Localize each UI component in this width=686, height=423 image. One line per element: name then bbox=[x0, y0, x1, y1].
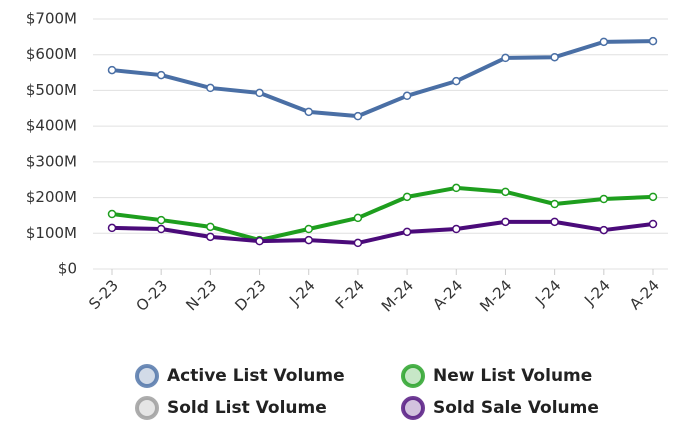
data-point bbox=[156, 215, 166, 225]
data-point bbox=[107, 209, 117, 219]
data-point bbox=[402, 227, 412, 237]
legend-symbol bbox=[135, 364, 159, 388]
data-point bbox=[255, 88, 264, 98]
legend-symbol bbox=[401, 396, 425, 420]
x-tick-label: J-24 bbox=[285, 276, 319, 310]
data-point bbox=[599, 225, 609, 235]
data-point bbox=[304, 235, 313, 245]
data-point bbox=[550, 217, 559, 227]
x-tick-label: M-24 bbox=[378, 276, 417, 315]
data-point bbox=[402, 91, 412, 101]
legend-symbol bbox=[401, 364, 425, 388]
y-tick-label: $500M bbox=[26, 81, 77, 99]
data-point bbox=[353, 213, 363, 223]
data-point bbox=[255, 236, 264, 246]
data-point bbox=[402, 192, 412, 202]
legend-label[interactable]: Sold List Volume bbox=[167, 398, 327, 418]
data-point bbox=[648, 36, 658, 46]
data-point bbox=[304, 224, 313, 234]
y-tick-label: $100M bbox=[26, 224, 77, 242]
data-point bbox=[452, 224, 461, 234]
y-tick-label: $700M bbox=[26, 10, 77, 28]
y-tick-label: $200M bbox=[26, 188, 77, 206]
data-point bbox=[550, 199, 559, 209]
data-point bbox=[599, 194, 609, 204]
data-point bbox=[452, 76, 461, 86]
data-point bbox=[501, 53, 510, 63]
data-point bbox=[206, 222, 215, 232]
data-point bbox=[107, 65, 117, 75]
data-point bbox=[599, 37, 609, 47]
legend-symbol bbox=[135, 396, 159, 420]
x-tick-label: J-24 bbox=[531, 276, 565, 310]
data-point bbox=[156, 70, 166, 80]
data-point bbox=[206, 232, 215, 242]
data-point bbox=[550, 52, 559, 62]
x-tick-label: J-24 bbox=[580, 276, 614, 310]
x-tick-label: F-24 bbox=[332, 276, 368, 312]
data-point bbox=[353, 238, 363, 248]
data-point bbox=[206, 83, 215, 93]
legend-label[interactable]: Sold Sale Volume bbox=[433, 398, 599, 418]
x-tick-label: M-24 bbox=[476, 276, 515, 315]
series-line bbox=[111, 219, 654, 245]
legend-label[interactable]: Active List Volume bbox=[167, 366, 345, 386]
data-point bbox=[501, 217, 510, 227]
x-tick-label: A-24 bbox=[429, 276, 466, 313]
data-point bbox=[452, 183, 461, 193]
y-tick-label: $300M bbox=[26, 152, 77, 170]
y-tick-label: $400M bbox=[26, 117, 77, 135]
x-tick-label: D-23 bbox=[231, 276, 269, 314]
data-point bbox=[648, 192, 658, 202]
legend-label[interactable]: New List Volume bbox=[433, 366, 592, 386]
x-tick-label: O-23 bbox=[132, 276, 171, 315]
x-tick-label: A-24 bbox=[626, 276, 663, 313]
y-tick-label: $0 bbox=[58, 260, 77, 278]
data-point bbox=[107, 223, 117, 233]
data-point bbox=[501, 187, 510, 197]
data-point bbox=[304, 107, 313, 117]
data-point bbox=[648, 219, 658, 229]
series-line bbox=[111, 39, 654, 119]
x-tick-label: S-23 bbox=[85, 276, 122, 313]
data-point bbox=[156, 224, 166, 234]
x-tick-label: N-23 bbox=[182, 276, 220, 314]
series-line bbox=[111, 185, 654, 243]
y-tick-label: $600M bbox=[26, 45, 77, 63]
data-point bbox=[353, 111, 363, 121]
